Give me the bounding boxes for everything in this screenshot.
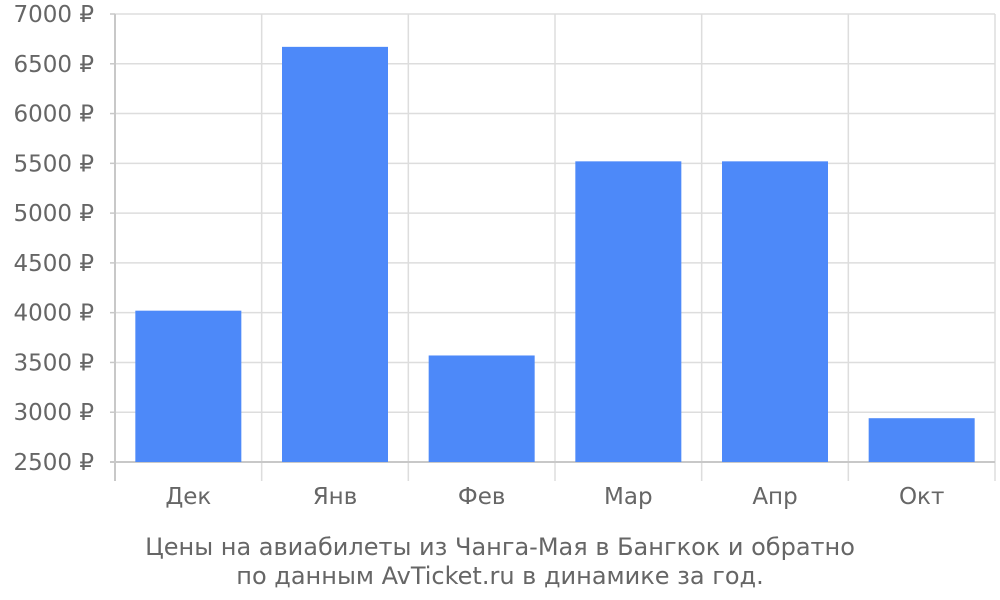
y-tick-label: 2500 ₽ — [14, 450, 94, 476]
bar-6 — [868, 418, 975, 462]
x-tick-label: Мар — [604, 484, 653, 510]
bars — [135, 46, 975, 462]
chart-caption-line-2: по данным AvTicket.ru в динамике за год. — [236, 562, 764, 590]
bar-4 — [575, 161, 682, 462]
chart-caption-line-1: Цены на авиабилеты из Чанга-Мая в Бангко… — [145, 533, 855, 561]
bar-3 — [428, 355, 535, 462]
y-tick-label: 6500 ₽ — [14, 52, 94, 78]
x-tick-label: Дек — [165, 484, 211, 510]
x-tick-label: Фев — [458, 484, 506, 510]
bar-1 — [135, 310, 242, 462]
bar-2 — [282, 46, 388, 462]
y-tick-label: 4500 ₽ — [14, 251, 94, 277]
y-tick-label: 5000 ₽ — [14, 201, 94, 227]
axes — [110, 13, 995, 481]
y-tick-label: 3500 ₽ — [14, 350, 94, 376]
grid-lines — [115, 13, 996, 481]
y-tick-label: 6000 ₽ — [14, 102, 94, 128]
y-tick-label: 5500 ₽ — [14, 151, 94, 177]
y-tick-label: 3000 ₽ — [14, 400, 94, 426]
x-tick-label: Янв — [313, 484, 358, 510]
x-tick-label: Окт — [899, 484, 944, 510]
y-tick-labels: 2500 ₽ 3000 ₽ 3500 ₽ 4000 ₽ 4500 ₽ 5000 ₽ 5500… — [14, 2, 94, 476]
y-tick-label: 7000 ₽ — [14, 2, 94, 28]
x-tick-label: Апр — [752, 484, 797, 510]
bar-5 — [722, 161, 828, 462]
x-tick-labels: Дек Янв Фев Мар Апр Окт — [165, 484, 944, 510]
y-tick-label: 4000 ₽ — [14, 301, 94, 327]
